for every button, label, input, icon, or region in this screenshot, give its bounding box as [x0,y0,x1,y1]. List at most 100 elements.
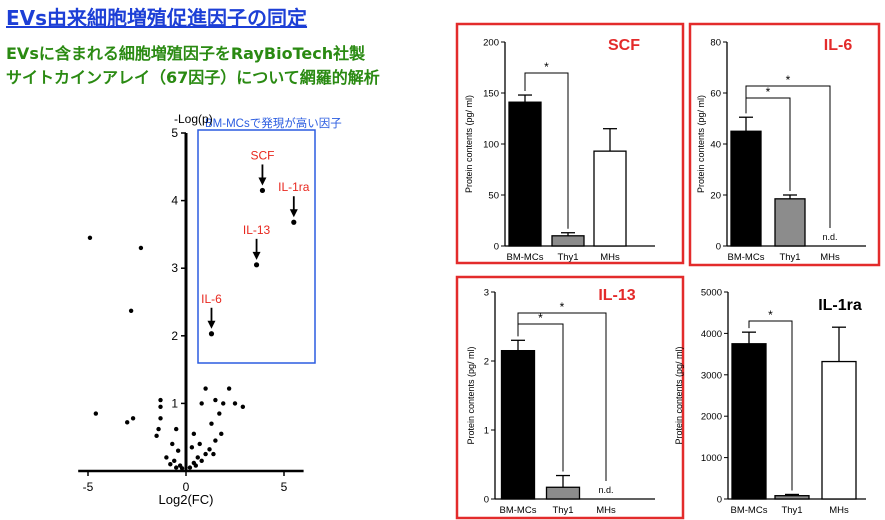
bar-panel-il13: 0 1 2 3 Protein contents (pg/ ml) BM-MCs Thy1 M… [455,275,685,520]
panel-title: SCF [608,37,640,54]
bar-thy1 [774,198,806,247]
y-tick-label: 5 [171,126,178,140]
highlight-box [197,129,316,364]
scatter-point [87,235,93,240]
y-tick-label: 0 [484,495,489,506]
significance-bracket [745,85,831,228]
x-tick-label-bm-mcs: BM-MCs [731,505,768,516]
scatter-point [197,441,202,447]
bar-bm-mcs [508,101,542,247]
highlight-box-label: BM-MCsで発現が高い因子 [205,116,342,130]
bar-mhs [821,360,857,500]
scatter-point [207,447,212,452]
y-tick-label: 150 [483,89,499,100]
scatter-point [213,438,218,443]
scatter-point [211,451,216,457]
x-tick-label-mhs: MHs [829,505,849,516]
scatter-point [203,451,208,457]
bar-panel-scf: 0 50 100 150 200 Protein contents (pg/ ml) BM-… [455,22,685,265]
x-tick-label-thy1: Thy1 [557,252,578,263]
x-tick-label: 5 [281,480,288,494]
point-il-6 [208,331,215,337]
scatter-point [170,441,175,447]
bar-thy1 [551,235,585,247]
scatter-point [219,431,224,437]
y-tick-label: 3000 [701,370,722,381]
volcano-plot: BM-MCsで発現が高い因子-5 0 512345-Log(p)Log2(FC)SC… [78,112,342,507]
arrow-head-il-1ra [289,209,298,218]
y-tick-label: 4 [171,194,178,208]
y-tick-label: 1000 [701,453,722,464]
bar-thy1 [545,486,581,500]
subtitle-line-1: EVsに含まれる細胞増殖因子をRayBioTech社製 [6,44,366,63]
panel-title: IL-1ra [818,297,862,314]
y-tick-label: 2 [171,329,178,343]
x-tick-label-bm-mcs: BM-MCs [507,252,544,263]
arrow-head-il-6 [207,320,216,329]
scatter-point [138,245,144,251]
significance-bracket [517,312,607,481]
scatter-point [130,416,136,421]
scatter-point [232,401,238,406]
x-tick-label-thy1: Thy1 [779,252,800,263]
bar-bm-mcs [731,343,767,500]
scatter-point [209,421,214,426]
scatter-point [199,458,204,464]
bar-mhs [593,150,627,247]
scatter-point [154,433,159,439]
x-tick-label-mhs: MHs [600,252,620,263]
label-il-6: IL-6 [201,292,222,306]
y-tick-label: 5000 [701,288,722,299]
label-scf: SCF [250,148,274,162]
scatter-point [195,455,200,460]
x-tick-label-bm-mcs: BM-MCs [728,252,765,263]
significance-star: * [766,85,771,99]
scatter-point [125,420,130,425]
scatter-point [221,401,226,406]
y-axis-label: Protein contents (pg/ ml) [696,95,706,193]
bar-thy1 [774,495,810,500]
scatter-point [203,386,208,391]
point-scf [259,187,266,194]
significance-star: * [538,311,543,325]
subtitle: EVsに含まれる細胞増殖因子をRayBioTech社製 サイトカインアレイ（67… [6,42,380,90]
scatter-point [172,458,177,464]
scatter-point [187,465,193,470]
significance-star: * [786,73,791,87]
scatter-point [199,401,204,406]
scatter-point [174,465,179,470]
y-tick-label: 50 [488,191,499,202]
y-tick-label: 2 [484,357,489,368]
y-tick-label: 200 [483,38,499,49]
x-tick-label-bm-mcs: BM-MCs [500,505,537,516]
scatter-point [156,426,161,432]
label-il-13: IL-13 [243,223,271,237]
label-il-1ra: IL-1ra [278,180,310,194]
panel-title: IL-6 [824,37,853,54]
scatter-point [128,308,134,313]
y-tick-label: 2000 [701,412,722,423]
panel-border [455,22,685,265]
scatter-point [168,462,173,467]
y-tick-label: 20 [710,191,721,202]
y-tick-label: 0 [716,242,721,253]
panel-border [688,22,881,267]
significance-bracket [524,72,569,229]
point-il-1ra [291,219,297,225]
y-tick-label: 60 [710,89,721,100]
bar-panel-il6: 0 20 40 60 80 Protein contents (pg/ ml) BM-MCs… [688,22,881,267]
scatter-point [179,466,185,471]
x-tick-label-mhs: MHs [596,505,616,516]
bar-bm-mcs [500,349,536,500]
scatter-point [164,455,169,460]
value-label: n.d. [598,485,613,495]
bar-panel-il1ra: 0 1000 2000 3000 4000 5000 Protein contents (p… [674,288,866,516]
scatter-point [191,431,197,437]
y-tick-label: 3 [484,288,489,299]
scatter-point [189,445,195,450]
scatter-point [158,404,163,409]
y-tick-label: 4000 [701,329,722,340]
y-tick-label: 0 [494,242,499,253]
x-tick-label-thy1: Thy1 [781,505,802,516]
y-tick-label: 1 [171,396,178,410]
